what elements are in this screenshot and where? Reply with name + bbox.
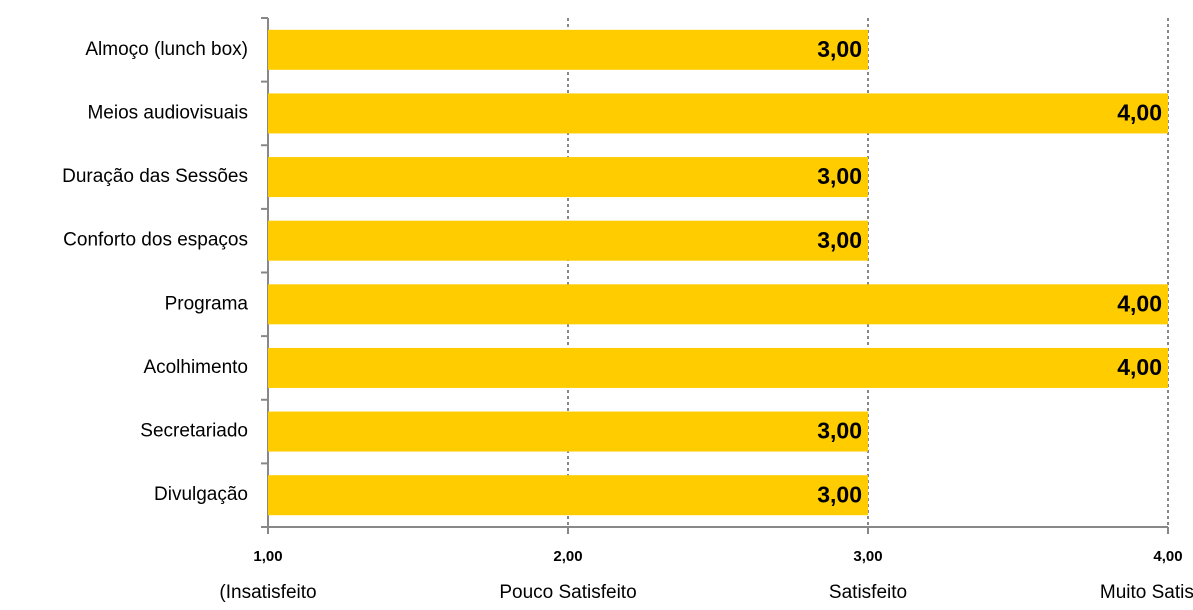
x-tick-sublabel: Muito Satisfeito) [1100,582,1193,603]
value-label: 4,00 [1117,354,1162,380]
category-label: Divulgação [154,484,248,505]
bar [268,220,868,261]
x-tick-sublabel: (Insatisfeito [219,582,316,603]
category-label: Duração das Sessões [62,166,248,187]
value-label: 4,00 [1117,290,1162,316]
value-label: 3,00 [817,163,862,189]
value-label: 3,00 [817,481,862,507]
x-tick-label: 2,00 [553,548,582,565]
bar [268,93,1168,134]
value-label: 3,00 [817,227,862,253]
bar [268,347,1168,388]
bar [268,284,1168,325]
category-label: Almoço (lunch box) [85,39,248,60]
x-tick-label: 1,00 [253,548,282,565]
category-label: Acolhimento [143,357,248,378]
category-label: Secretariado [140,421,248,442]
bar [268,475,868,516]
category-label: Meios audiovisuais [87,102,248,123]
x-tick-label: 3,00 [853,548,882,565]
category-label: Conforto dos espaços [63,230,248,251]
bar [268,411,868,452]
x-tick-sublabel: Satisfeito [829,582,907,603]
value-label: 3,00 [817,36,862,62]
value-label: 3,00 [817,418,862,444]
x-tick-sublabel: Pouco Satisfeito [499,582,636,603]
category-label: Programa [165,293,249,314]
bar [268,29,868,70]
x-tick-label: 4,00 [1153,548,1182,565]
bar [268,157,868,198]
value-label: 4,00 [1117,100,1162,126]
